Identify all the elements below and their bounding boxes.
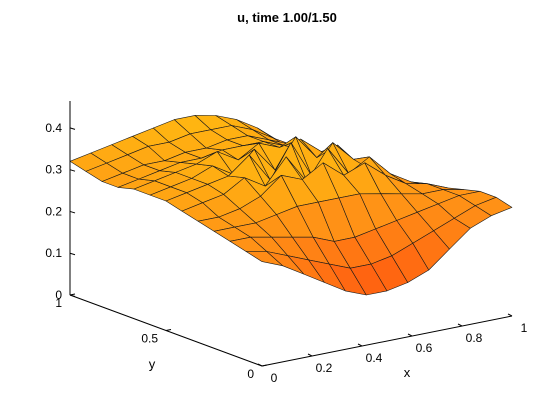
y-tick-mark xyxy=(165,329,172,331)
plot-title: u, time 1.00/1.50 xyxy=(237,10,337,25)
y-axis-label: y xyxy=(149,357,156,372)
x-tick-mark xyxy=(457,323,463,327)
x-tick-label: 0.6 xyxy=(416,341,433,355)
x-tick-mark xyxy=(307,353,313,357)
z-tick-label: 0.3 xyxy=(45,163,62,177)
x-tick-mark xyxy=(507,313,513,317)
y-tick-label: 0.5 xyxy=(141,332,158,346)
y-tick-label: 1 xyxy=(55,296,62,310)
y-tick-mark xyxy=(69,293,76,296)
x-ticks: 0 0.2 0.4 0.6 0.8 1 xyxy=(257,313,528,385)
x-axis-line xyxy=(261,315,513,367)
z-tick-label: 0.4 xyxy=(45,121,62,135)
z-tick-label: 0.1 xyxy=(45,246,62,260)
x-axis-label: x xyxy=(404,365,411,380)
x-tick-label: 0.4 xyxy=(366,351,383,365)
z-tick-mark xyxy=(69,252,76,256)
x-tick-mark xyxy=(257,363,263,367)
y-tick-label: 0 xyxy=(247,367,254,381)
z-tick-label: 0.2 xyxy=(45,204,62,218)
surface-patch xyxy=(474,197,513,216)
x-tick-label: 0.2 xyxy=(316,361,333,375)
y-ticks: 00.51 xyxy=(55,293,268,381)
z-ticks: 0 0.1 0.2 0.3 0.4 xyxy=(45,121,76,302)
z-tick-mark xyxy=(69,210,76,214)
x-tick-label: 0.8 xyxy=(466,331,483,345)
z-tick-label: 0 xyxy=(55,288,62,302)
y-tick-mark xyxy=(261,364,268,367)
z-tick-mark xyxy=(69,127,76,130)
x-tick-label: 0 xyxy=(271,371,278,385)
x-tick-mark xyxy=(357,343,363,347)
z-tick-mark xyxy=(69,169,76,172)
x-tick-mark xyxy=(407,333,413,337)
x-tick-label: 1 xyxy=(521,321,528,335)
surface xyxy=(69,115,513,296)
